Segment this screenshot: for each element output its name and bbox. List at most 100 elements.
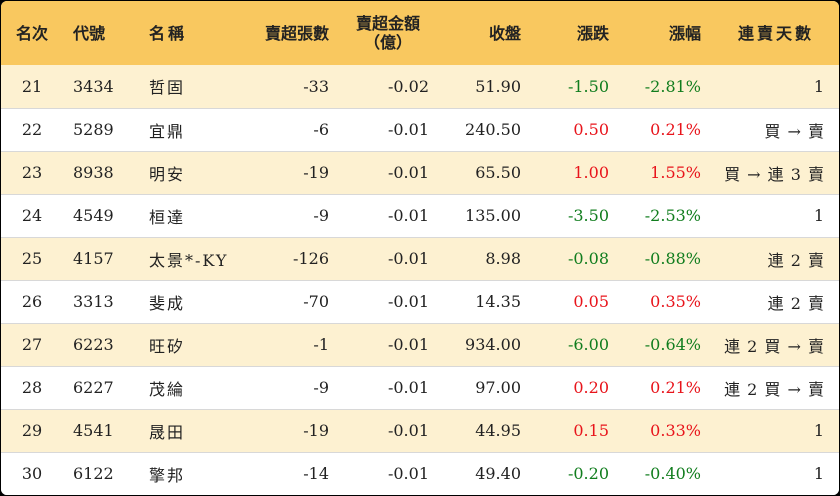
cell-close: 44.95 (475, 421, 521, 440)
table-row[interactable]: 21 3434 哲固 -33 -0.02 51.90 -1.50 -2.81% … (1, 65, 839, 108)
cell-rank: 26 (21, 292, 43, 311)
header-name[interactable]: 名稱 (149, 23, 188, 43)
cell-name[interactable]: 明安 (149, 164, 186, 184)
cell-sell-amount: -0.01 (387, 163, 429, 182)
cell-code[interactable]: 4541 (73, 421, 114, 440)
cell-sell-lots: -126 (293, 249, 329, 268)
table-row[interactable]: 27 6223 旺矽 -1 -0.01 934.00 -6.00 -0.64% … (1, 323, 839, 366)
cell-sell-lots: -33 (303, 76, 329, 96)
cell-change-pct: 0.21% (650, 120, 701, 139)
cell-change-pct: 0.35% (650, 292, 701, 311)
cell-name[interactable]: 茂綸 (149, 379, 186, 399)
cell-sell-lots: -6 (313, 120, 329, 139)
cell-sell-lots: -1 (313, 335, 329, 354)
cell-sell-lots: -70 (303, 292, 329, 311)
cell-rank: 28 (21, 378, 43, 397)
table-header-row: 名次 代號 名稱 賣超張數 賣超金額 （億） 收盤 漲跌 漲幅 連賣天數 (1, 1, 839, 65)
cell-sell-amount: -0.01 (387, 249, 429, 268)
header-close[interactable]: 收盤 (488, 23, 521, 43)
header-sell-amount[interactable]: 賣超金額 （億） (341, 1, 441, 65)
cell-consecutive: 買 → 賣 (764, 121, 825, 141)
header-rank[interactable]: 名次 (15, 23, 48, 43)
cell-change-pct: 0.21% (650, 378, 701, 397)
cell-name[interactable]: 宜鼎 (149, 121, 186, 141)
cell-change-pct: -0.40% (644, 464, 701, 484)
cell-name[interactable]: 哲固 (149, 78, 186, 98)
cell-name[interactable]: 擎邦 (149, 465, 186, 485)
header-change[interactable]: 漲跌 (576, 23, 609, 43)
cell-sell-lots: -9 (313, 206, 329, 225)
cell-close: 934.00 (465, 335, 521, 354)
cell-change: -1.50 (567, 76, 609, 96)
header-change-pct[interactable]: 漲幅 (668, 23, 701, 43)
header-consecutive[interactable]: 連賣天數 (737, 23, 814, 43)
cell-rank: 22 (21, 120, 43, 139)
cell-rank: 21 (21, 76, 43, 96)
cell-consecutive: 連 2 買 → 賣 (724, 336, 825, 356)
cell-code[interactable]: 6223 (73, 335, 114, 354)
cell-sell-amount: -0.01 (387, 378, 429, 397)
cell-change: 0.05 (573, 292, 609, 311)
table-row[interactable]: 29 4541 晟田 -19 -0.01 44.95 0.15 0.33% 1 (1, 409, 839, 452)
cell-change-pct: -2.53% (644, 206, 701, 225)
cell-code[interactable]: 3434 (73, 76, 114, 96)
cell-change: -3.50 (567, 206, 609, 225)
cell-sell-lots: -9 (313, 378, 329, 397)
cell-sell-amount: -0.01 (387, 292, 429, 311)
header-code[interactable]: 代號 (73, 23, 106, 43)
cell-sell-amount: -0.01 (387, 464, 429, 484)
cell-rank: 23 (21, 163, 43, 182)
cell-name[interactable]: 桓達 (149, 207, 186, 227)
header-sell-lots[interactable]: 賣超張數 (264, 23, 329, 43)
cell-sell-lots: -14 (303, 464, 329, 484)
cell-code[interactable]: 4157 (73, 249, 114, 268)
cell-rank: 24 (21, 206, 43, 225)
table-row[interactable]: 22 5289 宜鼎 -6 -0.01 240.50 0.50 0.21% 買 … (1, 108, 839, 151)
cell-code[interactable]: 6227 (73, 378, 114, 397)
cell-close: 49.40 (475, 464, 521, 484)
cell-close: 14.35 (475, 292, 521, 311)
cell-change: -0.08 (567, 249, 609, 268)
cell-sell-lots: -19 (303, 163, 329, 182)
cell-change: -0.20 (567, 464, 609, 484)
cell-consecutive: 買 → 連 3 賣 (724, 164, 825, 184)
cell-name[interactable]: 斐成 (149, 293, 186, 313)
cell-change-pct: 0.33% (650, 421, 701, 440)
table-row[interactable]: 25 4157 太景*-KY -126 -0.01 8.98 -0.08 -0.… (1, 237, 839, 280)
cell-rank: 27 (21, 335, 43, 354)
cell-code[interactable]: 4549 (73, 206, 114, 225)
cell-consecutive: 1 (813, 206, 825, 225)
cell-name[interactable]: 旺矽 (149, 336, 186, 356)
cell-sell-amount: -0.02 (387, 76, 429, 96)
table-row[interactable]: 26 3313 斐成 -70 -0.01 14.35 0.05 0.35% 連 … (1, 280, 839, 323)
cell-close: 65.50 (475, 163, 521, 182)
table-row[interactable]: 23 8938 明安 -19 -0.01 65.50 1.00 1.55% 買 … (1, 151, 839, 194)
table-row[interactable]: 24 4549 桓達 -9 -0.01 135.00 -3.50 -2.53% … (1, 194, 839, 237)
cell-rank: 29 (21, 421, 43, 440)
header-sell-amount-line1: 賣超金額 (355, 14, 420, 33)
cell-consecutive: 連 2 賣 (767, 293, 825, 313)
cell-name[interactable]: 太景*-KY (149, 250, 229, 270)
cell-code[interactable]: 5289 (73, 120, 114, 139)
cell-consecutive: 連 2 買 → 賣 (724, 379, 825, 399)
table-row[interactable]: 28 6227 茂綸 -9 -0.01 97.00 0.20 0.21% 連 2… (1, 366, 839, 409)
table-row[interactable]: 30 6122 擎邦 -14 -0.01 49.40 -0.20 -0.40% … (1, 452, 839, 495)
cell-name[interactable]: 晟田 (149, 422, 186, 442)
cell-close: 135.00 (465, 206, 521, 225)
cell-consecutive: 1 (813, 421, 825, 440)
cell-sell-amount: -0.01 (387, 421, 429, 440)
cell-change-pct: -0.88% (644, 249, 701, 268)
cell-code[interactable]: 6122 (73, 464, 114, 484)
cell-sell-amount: -0.01 (387, 206, 429, 225)
cell-code[interactable]: 3313 (73, 292, 114, 311)
cell-change: -6.00 (567, 335, 609, 354)
cell-rank: 25 (21, 249, 43, 268)
cell-change: 0.15 (573, 421, 609, 440)
cell-change-pct: 1.55% (650, 163, 701, 182)
cell-sell-amount: -0.01 (387, 335, 429, 354)
cell-change: 0.20 (573, 378, 609, 397)
cell-consecutive: 1 (813, 76, 825, 96)
cell-code[interactable]: 8938 (73, 163, 114, 182)
